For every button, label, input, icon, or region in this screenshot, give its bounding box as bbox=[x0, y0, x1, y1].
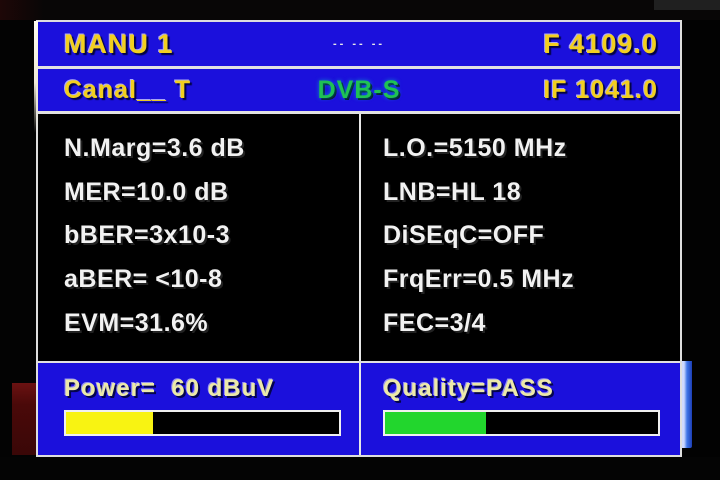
top-right-gray-strip bbox=[654, 0, 720, 10]
top-shade bbox=[0, 0, 720, 20]
measurement-bber: bBER=3x10-3 bbox=[64, 221, 230, 250]
measurement-diseqc: DiSEqC=OFF bbox=[383, 221, 545, 250]
power-bar-fill bbox=[66, 412, 154, 434]
measurements-area: N.Marg=3.6 dB MER=10.0 dB bBER=3x10-3 aB… bbox=[38, 114, 680, 361]
video-artifact-white-streak bbox=[34, 21, 38, 133]
measurements-left-column: N.Marg=3.6 dB MER=10.0 dB bBER=3x10-3 aB… bbox=[38, 114, 361, 361]
channel-row: Canal__ T DVB-S IF 1041.0 bbox=[38, 69, 680, 114]
header-row: MANU 1 -- -- -- F 4109.0 bbox=[38, 22, 680, 69]
video-artifact-red-block bbox=[12, 383, 36, 455]
power-bargraph bbox=[64, 410, 341, 436]
measurement-panel: MANU 1 -- -- -- F 4109.0 Canal__ T DVB-S… bbox=[36, 20, 682, 457]
standard-label: DVB-S bbox=[317, 75, 401, 104]
power-label: Power= 60 dBuV bbox=[64, 375, 275, 402]
measurement-evm: EVM=31.6% bbox=[64, 308, 209, 337]
channel-label: Canal__ T bbox=[64, 75, 192, 104]
menu-title: MANU 1 bbox=[64, 28, 174, 59]
top-left-red-tint bbox=[0, 0, 44, 20]
signal-marks: -- -- -- bbox=[332, 38, 386, 50]
frequency-readout: F 4109.0 bbox=[543, 28, 658, 59]
bottom-shade bbox=[0, 457, 720, 480]
measurements-right-column: L.O.=5150 MHz LNB=HL 18 DiSEqC=OFF FrqEr… bbox=[361, 114, 680, 361]
measurement-lo: L.O.=5150 MHz bbox=[383, 134, 567, 163]
quality-bargraph bbox=[383, 410, 660, 436]
if-frequency-readout: IF 1041.0 bbox=[543, 75, 658, 104]
quality-bar-fill bbox=[385, 412, 486, 434]
measurement-fec: FEC=3/4 bbox=[383, 308, 486, 337]
power-section: Power= 60 dBuV bbox=[38, 363, 361, 455]
measurement-mer: MER=10.0 dB bbox=[64, 177, 229, 206]
measurement-noise-margin: N.Marg=3.6 dB bbox=[64, 134, 245, 163]
video-artifact-blue-strip bbox=[682, 361, 692, 448]
quality-label: Quality=PASS bbox=[383, 375, 554, 402]
measurement-frqerr: FrqErr=0.5 MHz bbox=[383, 265, 575, 294]
measurement-lnb: LNB=HL 18 bbox=[383, 177, 522, 206]
bargraph-area: Power= 60 dBuV Quality=PASS bbox=[38, 361, 680, 455]
measurement-aber: aBER= <10-8 bbox=[64, 265, 223, 294]
quality-section: Quality=PASS bbox=[361, 363, 680, 455]
